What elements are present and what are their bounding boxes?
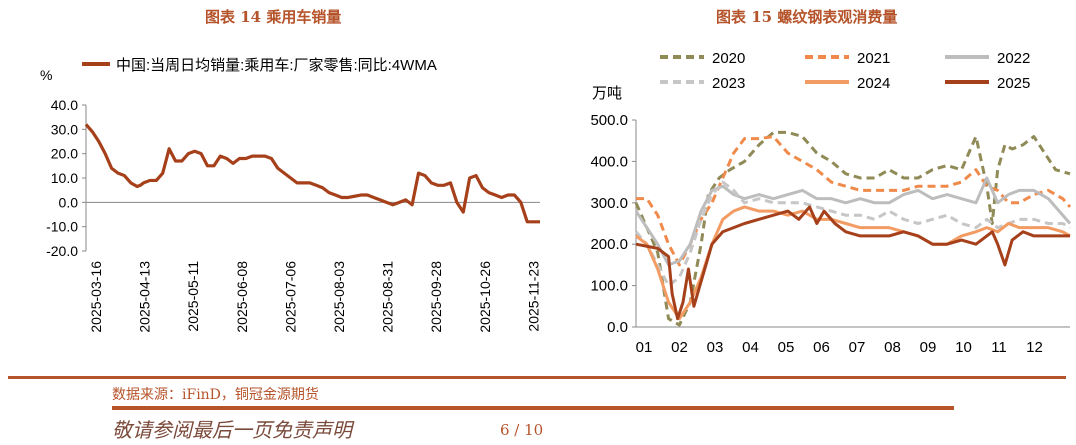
x-tick-label: 12 — [1026, 339, 1043, 356]
y-tick-label: 30.0 — [51, 121, 78, 137]
x-tick-label: 04 — [742, 339, 759, 356]
x-tick-label: 2025-10-26 — [477, 261, 493, 333]
right-chart: 2020 2021 2022 2023 2024 2025 万吨 500.0 400.0 300.… — [590, 50, 1072, 356]
left-chart: 中国:当周日均销量:乘用车:厂家零售:同比:4WMA% 40.0 30.0 20.0 1… — [40, 57, 541, 333]
x-tick-label: 2025-07-06 — [282, 261, 298, 333]
series-line-2020 — [634, 130, 1071, 327]
series-line-2022 — [634, 176, 1072, 267]
page-number: 6 / 10 — [500, 421, 544, 439]
y-axis-label: 万吨 — [592, 85, 622, 102]
y-tick-label: 400.0 — [590, 153, 628, 170]
y-tick-label: 500.0 — [590, 112, 628, 129]
series-line-passenger-car — [84, 123, 540, 224]
footer-rule-top — [8, 376, 1066, 379]
series-line-2023 — [634, 180, 1071, 288]
x-tick-label: 2025-05-11 — [185, 261, 201, 332]
y-tick-label: -20.0 — [46, 243, 78, 259]
legend-label-2025: 2025 — [997, 75, 1030, 92]
x-tick-label: 2025-06-08 — [234, 261, 250, 333]
x-tick-label: 2025-08-03 — [331, 261, 347, 333]
data-source: 数据来源：iFinD，铜冠金源期货 — [112, 387, 319, 403]
y-tick-label: 200.0 — [590, 236, 628, 253]
y-tick-label: 0.0 — [607, 319, 628, 336]
x-tick-label: 01 — [636, 339, 653, 356]
x-tick-label: 02 — [671, 339, 688, 356]
x-tick-label: 11 — [991, 339, 1007, 356]
x-tick-label: 05 — [778, 339, 795, 356]
legend-label-2024: 2024 — [857, 75, 890, 92]
y-tick-label: 10.0 — [51, 170, 78, 186]
disclaimer: 敬请参阅最后一页免责声明 — [112, 418, 352, 442]
series-line-2025 — [635, 205, 1070, 321]
footer-rule-bottom — [112, 406, 954, 410]
x-tick-label: 2025-03-16 — [88, 261, 104, 333]
legend-label-2021: 2021 — [857, 50, 890, 67]
x-tick-label: 07 — [849, 339, 866, 356]
y-tick-label: -10.0 — [46, 219, 78, 235]
x-tick-label: 06 — [813, 339, 830, 356]
right-chart-title: 图表 15 螺纹钢表观消费量 — [716, 8, 898, 26]
legend-label-2023: 2023 — [712, 75, 745, 92]
legend-label-2020: 2020 — [712, 50, 745, 67]
y-tick-label: 20.0 — [51, 146, 78, 162]
x-tick-label: 2025-08-31 — [380, 261, 396, 333]
left-chart-title: 图表 14 乘用车销量 — [205, 8, 342, 26]
x-tick-label: 09 — [920, 339, 937, 356]
x-tick-label: 10 — [955, 339, 972, 356]
legend-label: 中国:当周日均销量:乘用车:厂家零售:同比:4WMA — [116, 57, 437, 74]
x-tick-label: 2025-09-28 — [428, 261, 444, 333]
series-line-2024 — [635, 205, 1071, 321]
y-tick-label: 0.0 — [59, 194, 79, 210]
x-tick-label: 2025-11-23 — [525, 261, 541, 332]
x-tick-label: 03 — [707, 339, 724, 356]
legend-label-2022: 2022 — [997, 50, 1030, 67]
x-tick-label: 2025-04-13 — [137, 261, 153, 333]
y-tick-label: 300.0 — [590, 195, 628, 212]
y-tick-label: 100.0 — [590, 278, 628, 295]
x-tick-label: 08 — [884, 339, 901, 356]
y-axis-label: % — [40, 67, 52, 83]
y-tick-label: 40.0 — [51, 97, 78, 113]
